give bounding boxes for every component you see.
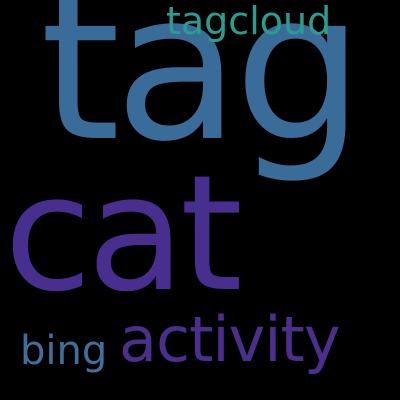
word-bing: bing [20,328,108,374]
word-tagcloud: tagcloud [166,0,332,43]
word-tag: tag [40,0,364,187]
word-cat: cat [4,140,243,327]
word-activity: activity [119,303,341,376]
